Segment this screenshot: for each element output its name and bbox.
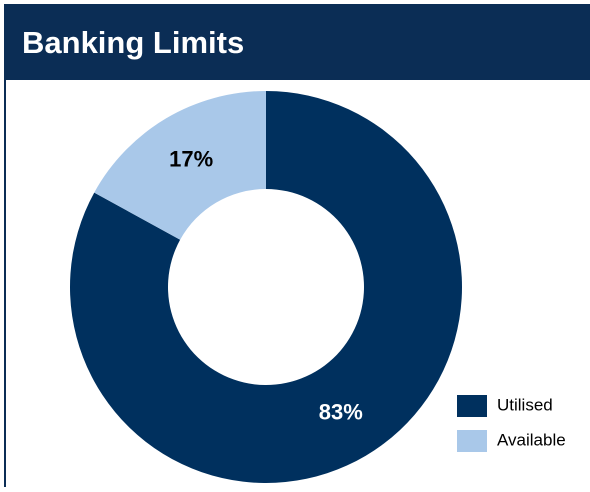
legend-label: Available [497, 430, 566, 449]
legend-swatch [457, 395, 487, 417]
donut-slice [69, 91, 462, 484]
legend-swatch [457, 430, 487, 452]
donut-slice [94, 91, 266, 240]
data-label: 17% [169, 146, 213, 171]
legend-label: Utilised [497, 395, 553, 414]
header [5, 5, 590, 80]
data-label: 83% [319, 399, 363, 424]
chart-title: Banking Limits [22, 25, 244, 60]
